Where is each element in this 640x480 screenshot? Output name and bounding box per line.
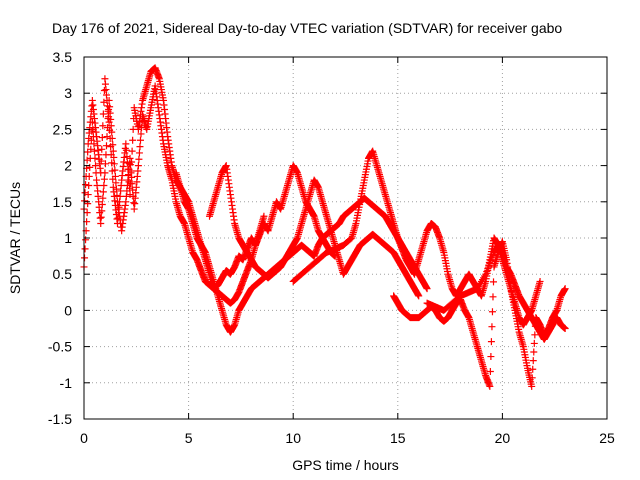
y-tick-label: 1.5 [53, 194, 73, 210]
plus-markers [206, 162, 423, 300]
series-trace-5 [289, 147, 544, 329]
y-tick-label: 2 [64, 158, 72, 174]
y-axis-title: SDTVAR / TECUs [7, 182, 23, 294]
y-tick-label: -1.5 [48, 411, 72, 427]
series-trace-7 [423, 241, 569, 343]
y-tick-label: -1 [60, 375, 73, 391]
x-tick-label: 5 [185, 430, 193, 446]
y-tick-labels: -1.5 -1 -0.5 0 0.5 1 1.5 2 2.5 3 3.5 [48, 49, 72, 427]
x-tick-label: 10 [285, 430, 301, 446]
y-tick-label: 0.5 [53, 266, 73, 282]
axis-ticks [83, 56, 608, 420]
series-trace-4 [206, 162, 423, 300]
x-axis-title: GPS time / hours [292, 457, 399, 473]
x-tick-label: 25 [599, 430, 615, 446]
y-tick-label: 3.5 [53, 49, 73, 65]
plus-markers [289, 147, 544, 329]
y-tick-label: 3 [64, 85, 72, 101]
y-tick-label: 2.5 [53, 121, 73, 137]
x-tick-label: 15 [390, 430, 406, 446]
data-points [80, 64, 569, 390]
x-tick-labels: 0 5 10 15 20 25 [80, 430, 615, 446]
x-tick-label: 20 [495, 430, 511, 446]
y-tick-label: 1 [64, 230, 72, 246]
chart-title: Day 176 of 2021, Sidereal Day-to-day VTE… [52, 20, 562, 36]
y-tick-label: 0 [64, 302, 72, 318]
y-tick-label: -0.5 [48, 339, 72, 355]
plus-markers [423, 241, 569, 343]
x-tick-label: 0 [80, 430, 88, 446]
